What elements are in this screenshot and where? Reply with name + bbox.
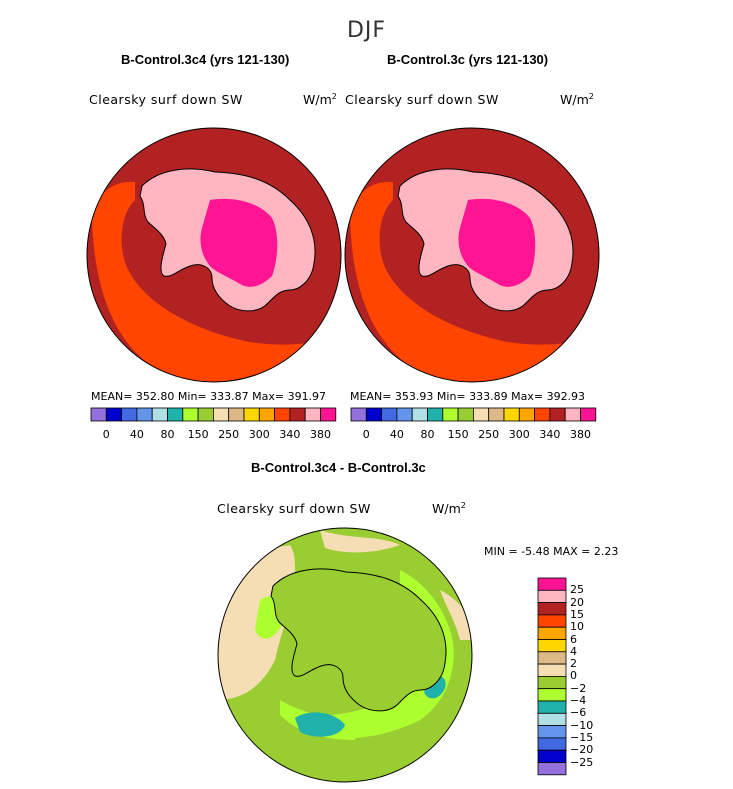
colorbar-tick-label: −25 <box>570 755 594 769</box>
diff-colorbar <box>537 577 567 776</box>
colorbar-swatch <box>537 651 567 665</box>
colorbar-tick-label: 4 <box>570 644 577 658</box>
colorbar-swatch <box>151 407 168 422</box>
colorbar-swatch <box>396 407 413 422</box>
colorbar-tick-label: 150 <box>187 428 209 441</box>
panel-1-title: B-Control.3c4 (yrs 121-130) <box>121 52 290 67</box>
panel-2-title: B-Control.3c (yrs 121-130) <box>387 52 549 67</box>
colorbar-tick-label: 40 <box>389 428 404 441</box>
colorbar-swatch <box>182 407 199 422</box>
colorbar-swatch <box>457 407 474 422</box>
colorbar-swatch <box>197 407 214 422</box>
colorbar-tick-label: 380 <box>310 428 331 441</box>
colorbar-swatch <box>243 407 260 422</box>
panel-2-units: W/m2 <box>560 92 594 108</box>
colorbar-swatch <box>564 407 581 422</box>
colorbar-tick-label: −20 <box>570 743 594 757</box>
colorbar-swatch <box>121 407 138 422</box>
colorbar-swatch <box>537 602 567 616</box>
season-title: DJF <box>346 18 387 43</box>
diff-min-max: MIN = -5.48 MAX = 2.23 <box>484 545 619 558</box>
colorbar-tick-label: 10 <box>570 620 584 634</box>
colorbar-tick-label: 80 <box>420 428 435 441</box>
panel-1-units: W/m2 <box>303 92 337 108</box>
colorbar-swatch <box>136 407 153 422</box>
colorbar-swatch <box>537 737 567 751</box>
colorbar-swatch <box>442 407 459 422</box>
colorbar-tick-label: −6 <box>570 706 587 720</box>
colorbar-tick-label: 40 <box>129 428 144 441</box>
colorbar-tick-label: −4 <box>570 694 587 707</box>
panel-1-variable: Clearsky surf down SW <box>89 92 243 107</box>
colorbar-tick-label: 25 <box>570 583 584 597</box>
colorbar-swatch <box>228 407 245 422</box>
colorbar-tick-label: 380 <box>570 428 591 441</box>
colorbar-swatch <box>534 407 551 422</box>
colorbar-swatch <box>90 407 107 422</box>
panel-1-map <box>86 127 342 383</box>
diff-map <box>217 527 473 783</box>
colorbar-tick-label: 300 <box>508 428 530 441</box>
colorbar-swatch <box>472 407 490 422</box>
colorbar-swatch <box>427 407 444 422</box>
panel-2-map <box>344 127 600 383</box>
colorbar-swatch <box>488 407 505 422</box>
colorbar-swatch <box>537 639 567 653</box>
colorbar-swatch <box>258 407 275 422</box>
colorbar-tick-label: 340 <box>279 428 301 441</box>
colorbar-swatch <box>105 407 123 422</box>
colorbar-tick-label: 250 <box>478 428 500 441</box>
colorbar-tick-label: 150 <box>447 428 469 441</box>
diff-panel-title: B-Control.3c4 - B-Control.3c <box>251 460 426 475</box>
colorbar-swatch <box>537 614 567 628</box>
colorbar-swatch <box>274 407 291 422</box>
colorbar-tick-label: 340 <box>539 428 561 441</box>
colorbar-tick-label: 80 <box>160 428 175 441</box>
panel-2-variable: Clearsky surf down SW <box>345 92 499 107</box>
colorbar-swatch <box>537 577 567 591</box>
colorbar-tick-label: 15 <box>570 607 584 621</box>
colorbar-swatch <box>537 626 567 640</box>
colorbar-swatch <box>537 688 567 702</box>
colorbar-tick-label: 20 <box>570 595 584 609</box>
diff-panel-units: W/m2 <box>432 501 466 517</box>
colorbar-tick-label: −15 <box>570 730 594 744</box>
colorbar-swatch <box>549 407 566 422</box>
colorbar-swatch <box>537 762 567 776</box>
panel-2-stats: MEAN= 353.93 Min= 333.89 Max= 392.93 <box>350 390 586 403</box>
colorbar-tick-label: 0 <box>102 428 110 441</box>
diff-panel-variable: Clearsky surf down SW <box>217 501 371 516</box>
colorbar-tick-label: 6 <box>570 632 577 646</box>
colorbar-tick-label: 2 <box>570 657 577 671</box>
colorbar-swatch <box>537 676 567 690</box>
panel-1-stats: MEAN= 352.80 Min= 333.87 Max= 391.97 <box>91 390 327 403</box>
panel-2-colorbar <box>350 407 597 422</box>
colorbar-tick-label: 300 <box>248 428 270 441</box>
colorbar-swatch <box>537 663 567 677</box>
colorbar-swatch <box>518 407 535 422</box>
colorbar-swatch <box>350 407 367 422</box>
colorbar-swatch <box>537 700 567 714</box>
colorbar-swatch <box>304 407 321 422</box>
colorbar-swatch <box>537 712 567 726</box>
colorbar-swatch <box>320 407 337 422</box>
colorbar-swatch <box>167 407 184 422</box>
colorbar-tick-label: −10 <box>570 718 594 732</box>
panel-1-colorbar <box>90 407 337 422</box>
colorbar-swatch <box>411 407 428 422</box>
colorbar-swatch <box>212 407 230 422</box>
colorbar-tick-label: 0 <box>570 669 577 683</box>
colorbar-tick-label: 0 <box>362 428 370 441</box>
colorbar-swatch <box>537 749 567 763</box>
colorbar-swatch <box>289 407 306 422</box>
colorbar-swatch <box>537 589 567 603</box>
colorbar-swatch <box>365 407 382 422</box>
colorbar-tick-label: 250 <box>218 428 240 441</box>
colorbar-swatch <box>381 407 398 422</box>
colorbar-tick-label: −2 <box>570 681 587 695</box>
colorbar-swatch <box>580 407 597 422</box>
colorbar-swatch <box>537 725 567 739</box>
colorbar-swatch <box>503 407 520 422</box>
